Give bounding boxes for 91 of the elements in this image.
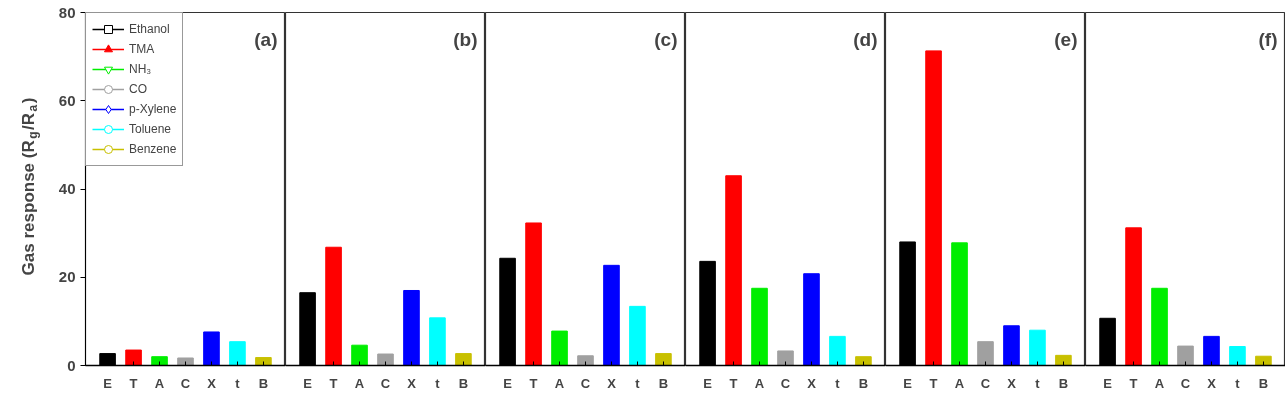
x-tick-label: E [703,375,713,391]
x-tick-label: C [180,375,191,391]
bar [951,242,968,366]
x-tick-label: C [1180,375,1191,391]
x-tick-label: T [129,375,138,391]
bar [1255,355,1272,366]
x-tick-label: A [154,375,165,391]
x-tick-label: t [635,375,641,391]
legend-label: Toluene [129,122,172,136]
x-tick-label: T [929,375,938,391]
annotation: (c) [654,28,678,50]
bar [551,330,568,366]
x-tick-label: T [329,375,338,391]
x-tick-label: t [1235,375,1241,391]
x-tick-label: t [1035,375,1041,391]
x-tick-label: E [903,375,913,391]
x-tick-label: T [529,375,538,391]
bar [1003,325,1020,366]
annotation: (e) [1054,28,1078,50]
bar [1125,227,1142,366]
bar [925,50,942,366]
bar [325,246,342,366]
x-tick-label: T [1129,375,1138,391]
bar [655,353,672,366]
x-tick-label: X [407,375,417,391]
legend-label: NH₃ [129,62,152,76]
bar [577,355,594,366]
x-tick-label: B [858,375,869,391]
x-tick-label: t [235,375,241,391]
x-tick-label: A [754,375,765,391]
bar [1029,329,1046,366]
x-tick-label: B [258,375,269,391]
bar [829,335,846,366]
x-tick-label: T [729,375,738,391]
bar [803,273,820,366]
bar [351,344,368,366]
x-tick-label: C [580,375,591,391]
x-tick-label: E [103,375,113,391]
x-tick-label: t [435,375,441,391]
bar [377,353,394,366]
x-tick-label: B [658,375,669,391]
x-tick-label: X [807,375,817,391]
bar [855,356,872,366]
legend-label: CO [129,82,148,96]
x-tick-label: X [207,375,217,391]
x-tick-label: A [554,375,565,391]
bar [403,289,420,366]
x-tick-label: B [1058,375,1069,391]
y-tick-label: 80 [58,3,76,21]
annotation: (f) [1258,28,1278,50]
y-tick-label: 0 [67,356,76,374]
bar [1203,335,1220,366]
x-tick-label: C [780,375,791,391]
bar [1151,287,1168,366]
bar [429,317,446,366]
annotation: (b) [453,28,478,50]
bar [455,353,472,366]
x-tick-label: A [1154,375,1165,391]
bar [725,175,742,366]
bar [977,341,994,366]
y-tick-label: 40 [58,180,76,197]
x-tick-label: C [980,375,991,391]
x-tick-label: B [458,375,469,391]
bar [1177,345,1194,366]
x-tick-label: X [1207,375,1217,391]
bar [1229,346,1246,366]
bar [777,350,794,366]
annotation: (d) [853,28,878,50]
x-tick-label: t [835,375,841,391]
legend-label: TMA [129,42,155,56]
x-tick-label: A [954,375,965,391]
y-axis-title: Gas response (Rg/Ra) [19,97,40,276]
legend-label: p-Xylene [129,102,177,116]
legend-label: Ethanol [129,22,170,36]
x-tick-label: B [1258,375,1269,391]
x-tick-label: E [503,375,513,391]
y-tick-label: 20 [58,268,76,286]
x-tick-label: E [303,375,313,391]
x-tick-label: C [380,375,391,391]
annotation: (a) [254,28,278,50]
x-tick-label: A [354,375,365,391]
x-tick-label: X [1007,375,1017,391]
bar [751,287,768,366]
bar [629,305,646,366]
y-tick-label: 60 [58,91,76,109]
bar [1055,354,1072,366]
x-tick-label: E [1103,375,1113,391]
bar [525,222,542,366]
bar [603,264,620,366]
x-tick-label: X [607,375,617,391]
legend-label: Benzene [129,142,177,156]
